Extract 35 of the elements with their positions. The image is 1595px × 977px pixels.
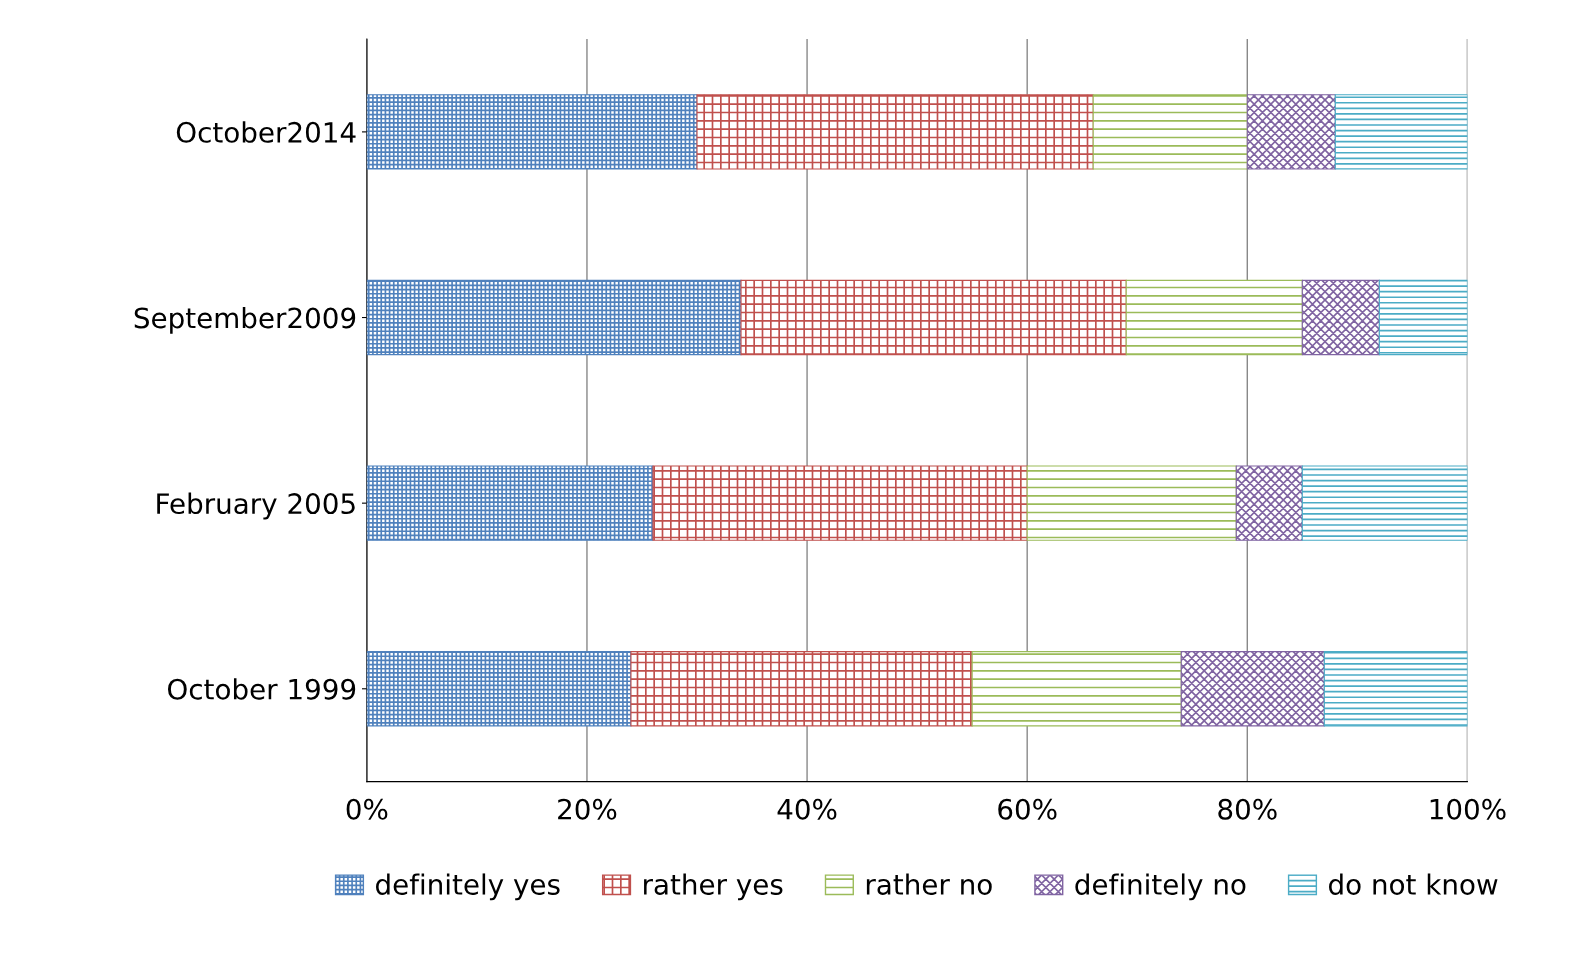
bar [366,94,698,170]
bar [1026,465,1237,541]
legend-label: definitely yes [376,873,560,901]
y-tick-label: February 2005 [157,492,355,520]
legend-label: definitely no [1075,873,1246,901]
bar [366,465,654,541]
bar [652,465,1028,541]
y-tick-label: September2009 [134,306,356,334]
bar [1301,279,1380,356]
bar [740,279,1127,356]
bar [366,651,632,727]
bar [1323,651,1468,727]
x-tick-label: 100% [1430,798,1506,820]
legend-label: do not know [1329,873,1498,895]
bar [1301,465,1468,541]
x-tick-label: 40% [777,798,837,820]
bar [696,94,1094,170]
y-tick-label: October2014 [176,121,356,143]
x-tick-label: 20% [558,798,617,820]
legend-label: rather no [866,873,992,895]
bar [971,651,1182,727]
bar [1180,651,1325,727]
x-tick-label: 80% [1218,798,1277,820]
bar [1246,94,1336,170]
legend-label: rather yes [644,873,783,901]
bar [1125,279,1303,356]
bar [366,279,742,356]
bar [630,651,973,727]
bar [1334,94,1468,170]
bar [1092,94,1248,170]
bar [1235,465,1303,541]
bar [1378,279,1468,356]
x-tick-label: 60% [998,798,1057,820]
y-tick-label: October 1999 [167,678,356,700]
x-tick-label: 0% [346,798,388,820]
